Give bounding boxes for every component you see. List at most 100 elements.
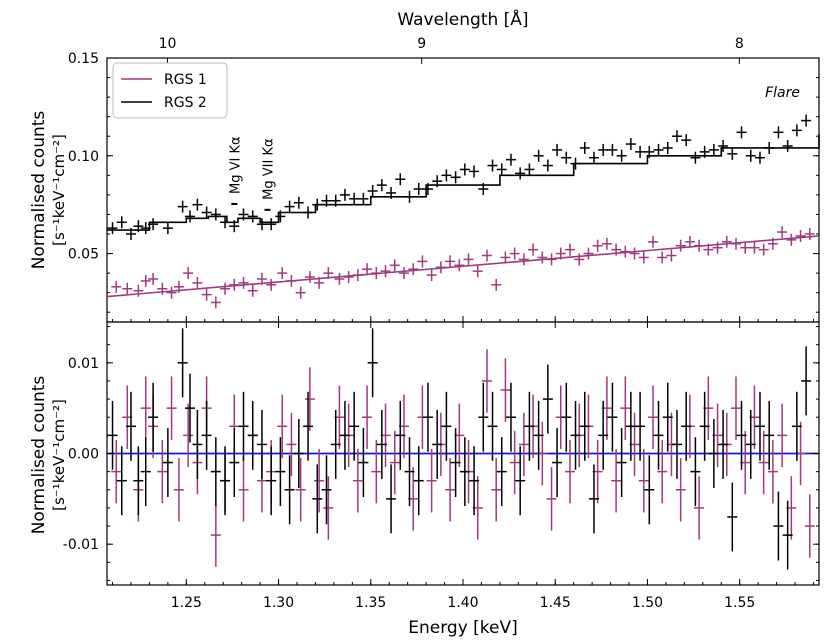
rgs1-data-point: [620, 245, 631, 258]
rgs2-data-point: [745, 149, 756, 162]
rgs1-residual-point: [546, 467, 557, 531]
annotation-label: Mg VI Kα: [228, 136, 243, 194]
rgs1-residual-point: [777, 403, 788, 468]
rgs2-data-point: [312, 198, 323, 211]
rgs1-data-point: [111, 280, 122, 293]
rgs2-data-point: [133, 220, 144, 233]
rgs2-residual-point: [367, 328, 378, 398]
rgs2-residual-point: [469, 446, 480, 516]
rgs2-residual-point: [662, 382, 673, 452]
bottom-y-axis-title-main: Normalised counts: [29, 376, 49, 535]
rgs2-residual-point: [386, 464, 397, 534]
rgs2-data-point: [699, 145, 710, 158]
rgs1-data-point: [247, 284, 258, 297]
rgs1-residual-point: [804, 494, 815, 558]
rgs2-data-point: [367, 184, 378, 197]
rgs2-data-point: [625, 138, 636, 151]
rgs2-data-point: [681, 134, 692, 147]
rgs2-data-point: [736, 126, 747, 139]
rgs2-data-point: [801, 114, 812, 127]
rgs2-residual-point: [185, 373, 196, 443]
rgs2-data-point: [533, 149, 544, 162]
energy-axis-title: Energy [keV]: [408, 618, 518, 638]
rgs1-residual-point: [157, 439, 168, 504]
rgs2-data-point: [552, 143, 563, 156]
rgs1-residual-point: [500, 358, 511, 422]
rgs1-data-point: [166, 286, 177, 299]
rgs2-data-point: [773, 126, 784, 139]
rgs1-data-point: [638, 251, 649, 264]
rgs1-data-point: [408, 263, 419, 276]
rgs2-residual-point: [349, 391, 360, 461]
rgs2-residual-point: [275, 437, 286, 507]
rgs2-model-line: [107, 134, 820, 231]
x-tick-label: 1.40: [447, 595, 478, 611]
rgs2-data-point: [754, 151, 765, 164]
rgs2-data-point: [635, 145, 646, 158]
rgs2-data-point: [303, 206, 314, 219]
rgs2-residual-point: [220, 446, 231, 516]
rgs2-data-point: [330, 194, 341, 207]
rgs2-residual-point: [330, 409, 341, 479]
rgs1-data-point: [694, 239, 705, 252]
rgs2-data-point: [432, 175, 443, 188]
rgs1-residual-point: [286, 412, 297, 477]
rgs2-residual-point: [718, 409, 729, 479]
rgs2-data-point: [162, 222, 173, 235]
rgs2-data-point: [459, 163, 470, 176]
rgs1-data-point: [157, 282, 168, 295]
rgs1-data-point: [684, 235, 695, 248]
rgs1-data-point: [343, 271, 354, 284]
rgs1-data-point: [229, 278, 240, 291]
rgs2-data-point: [515, 167, 526, 180]
rgs2-residual-point: [133, 446, 144, 516]
rgs2-residual-point: [321, 455, 332, 525]
top-spectrum-panel: 0.05 0.10 0.15 10 9 8 RGS 1 RGS 2 Flare Mg VI…: [68, 36, 820, 323]
rgs2-residual-point: [625, 391, 636, 461]
rgs1-data-point: [500, 251, 511, 264]
rgs1-residual-point: [314, 448, 325, 513]
rgs1-data-point: [721, 235, 732, 248]
rgs2-data-point: [376, 179, 387, 192]
rgs1-data-point: [201, 288, 212, 301]
legend: RGS 1 RGS 2: [112, 62, 228, 119]
rgs2-data-point: [386, 186, 397, 199]
rgs2-residual-point: [708, 419, 719, 488]
rgs2-residual-point: [192, 409, 203, 479]
rgs1-residual-point: [426, 448, 437, 513]
rgs2-data-point: [524, 163, 535, 176]
rgs1-data-point: [140, 274, 151, 287]
wavelength-tick-label: 8: [735, 36, 744, 52]
rgs1-residual-point: [183, 403, 194, 468]
rgs1-data-point: [238, 276, 249, 289]
rgs2-residual-point: [561, 382, 572, 452]
rgs1-data-point: [740, 241, 751, 254]
rgs2-residual-point: [266, 446, 277, 516]
rgs2-data-point: [192, 198, 203, 211]
x-tick-label: 1.50: [632, 595, 663, 611]
rgs1-data-point: [192, 276, 203, 289]
rgs1-data-point: [334, 272, 345, 285]
rgs2-data-point: [395, 173, 406, 186]
rgs1-residual-point: [509, 430, 520, 495]
rgs1-residual-point: [210, 503, 221, 567]
rgs1-data-point: [210, 296, 221, 309]
rgs1-data-point: [256, 272, 267, 285]
rgs2-residual-point: [201, 400, 212, 470]
legend-rgs1-label: RGS 1: [164, 72, 207, 88]
rgs1-data-point: [362, 263, 373, 276]
rgs2-data-point: [690, 151, 701, 164]
bottom-y-tick-label: -0.01: [63, 537, 99, 553]
rgs2-data-point: [358, 192, 369, 205]
rgs2-residual-point: [598, 400, 609, 470]
rgs1-data-point: [472, 265, 483, 278]
rgs2-data-point: [718, 140, 729, 152]
rgs1-data-point: [555, 247, 566, 260]
rgs2-residual-point: [681, 391, 692, 461]
rgs1-data-point: [767, 237, 778, 250]
rgs2-residual-point: [376, 409, 387, 479]
rgs2-residual-point: [432, 409, 443, 479]
bottom-y-tick-label: 0.00: [68, 447, 99, 463]
rgs2-residual-point: [653, 400, 664, 470]
rgs2-residual-point: [177, 328, 188, 398]
